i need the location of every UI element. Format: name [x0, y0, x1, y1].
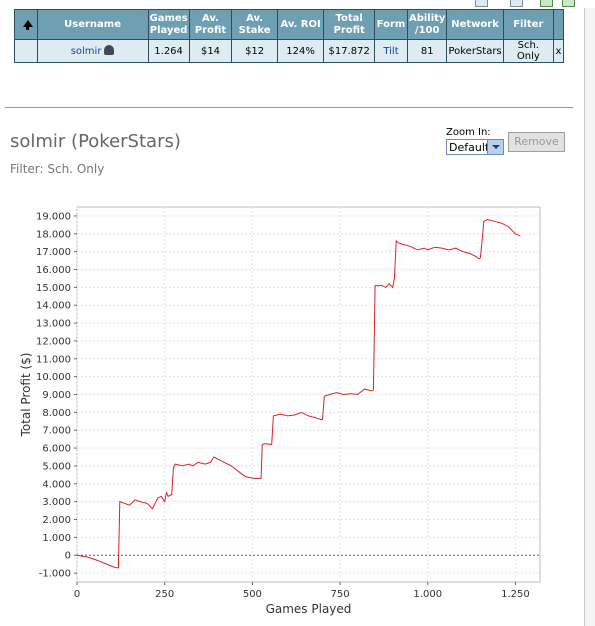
sort-column-header[interactable] [14, 9, 38, 40]
column-header-filter[interactable]: Filter [502, 9, 554, 40]
username-link[interactable]: solmir [70, 46, 102, 57]
zoom-select[interactable]: Default [446, 139, 504, 155]
y-tick-label: 7.000 [42, 426, 71, 437]
column-header-remove [552, 9, 565, 40]
av-stake-cell: $12 [231, 39, 278, 63]
y-tick-label: 17.000 [36, 247, 71, 258]
total-profit-cell: $17.872 [323, 39, 376, 63]
y-tick-label: 16.000 [36, 265, 71, 276]
y-tick-label: 3.000 [42, 497, 71, 508]
x-axis-label: Games Played [266, 602, 352, 616]
y-tick-label: 19.000 [36, 211, 71, 222]
chevron-down-icon[interactable] [487, 140, 503, 154]
ability-cell: 81 [406, 39, 448, 63]
column-header-av-stake[interactable]: Av. Stake [231, 9, 278, 40]
vertical-scrollbar[interactable] [584, 8, 595, 626]
profit-chart: -1.00001.0002.0003.0004.0005.0006.0007.0… [19, 206, 541, 616]
copy-icon[interactable] [510, 0, 523, 7]
x-tick-label: 500 [243, 589, 262, 600]
player-stats-table: Username Games Played Av. Profit Av. Sta… [14, 9, 565, 63]
y-tick-label: 8.000 [42, 408, 71, 419]
column-header-username[interactable]: Username [36, 9, 149, 40]
x-tick-label: 750 [331, 589, 350, 600]
player-title: solmir (PokerStars) [10, 131, 181, 152]
column-header-ability[interactable]: Ability /100 [406, 9, 448, 40]
y-tick-label: 5.000 [42, 461, 71, 472]
username-cell[interactable]: solmir [36, 39, 149, 63]
zoom-label: Zoom In: [446, 127, 491, 138]
table-row: solmir 1.264 $14 $12 124% $17.872 Tilt 8… [14, 39, 565, 63]
x-tick-label: 1.000 [413, 589, 442, 600]
y-tick-label: 18.000 [36, 229, 71, 240]
y-tick-label: 2.000 [42, 515, 71, 526]
section-divider [5, 107, 573, 108]
y-axis-label: Total Profit ($) [19, 353, 33, 438]
y-tick-label: 12.000 [36, 336, 71, 347]
export-icon[interactable] [475, 0, 488, 7]
y-axis: -1.000 0 1.000 2.000 3.000 4.000 5.000 6.000 7.0… [36, 211, 77, 580]
y-tick-label: 0 [65, 551, 71, 562]
filter-cell: Sch. Only [502, 39, 554, 63]
column-header-total-profit[interactable]: Total Profit [323, 9, 376, 40]
column-header-network[interactable]: Network [446, 9, 504, 40]
y-tick-label: 9.000 [42, 390, 71, 401]
x-tick-label: 0 [74, 589, 80, 600]
zoom-selected-value: Default [449, 141, 490, 154]
refresh-icon[interactable] [540, 0, 553, 7]
remove-button[interactable]: Remove [508, 132, 565, 152]
remove-row-button[interactable]: x [552, 39, 565, 63]
y-tick-label: 1.000 [42, 533, 71, 544]
refresh-alt-icon[interactable] [562, 0, 575, 7]
toolbar-icons [470, 0, 580, 8]
av-roi-cell: 124% [276, 39, 325, 63]
column-header-av-profit[interactable]: Av. Profit [188, 9, 233, 40]
y-tick-label: -1.000 [39, 569, 71, 580]
sort-up-arrow-icon[interactable] [22, 19, 33, 27]
network-cell: PokerStars [446, 39, 504, 63]
column-header-games-played[interactable]: Games Played [147, 9, 190, 40]
games-played-cell: 1.264 [147, 39, 190, 63]
y-tick-label: 13.000 [36, 319, 71, 330]
y-tick-label: 15.000 [36, 283, 71, 294]
filter-text: Filter: Sch. Only [10, 162, 105, 176]
y-tick-label: 10.000 [36, 372, 71, 383]
column-header-form[interactable]: Form [374, 9, 408, 40]
x-tick-label: 1.250 [501, 589, 530, 600]
column-header-av-roi[interactable]: Av. ROI [276, 9, 325, 40]
x-tick-label: 250 [155, 589, 174, 600]
y-tick-label: 14.000 [36, 301, 71, 312]
player-icon [104, 45, 115, 55]
series-line-total-profit [76, 218, 521, 569]
form-link[interactable]: Tilt [374, 39, 408, 63]
av-profit-cell: $14 [188, 39, 233, 63]
y-tick-label: 11.000 [36, 354, 71, 365]
y-tick-label: 6.000 [42, 444, 71, 455]
x-axis: 0 250 500 750 1.000 1.250 [74, 582, 530, 600]
y-tick-label: 4.000 [42, 479, 71, 490]
grid-lines [76, 207, 540, 582]
row-spacer-cell [14, 39, 38, 63]
table-header-row: Username Games Played Av. Profit Av. Sta… [14, 9, 565, 40]
